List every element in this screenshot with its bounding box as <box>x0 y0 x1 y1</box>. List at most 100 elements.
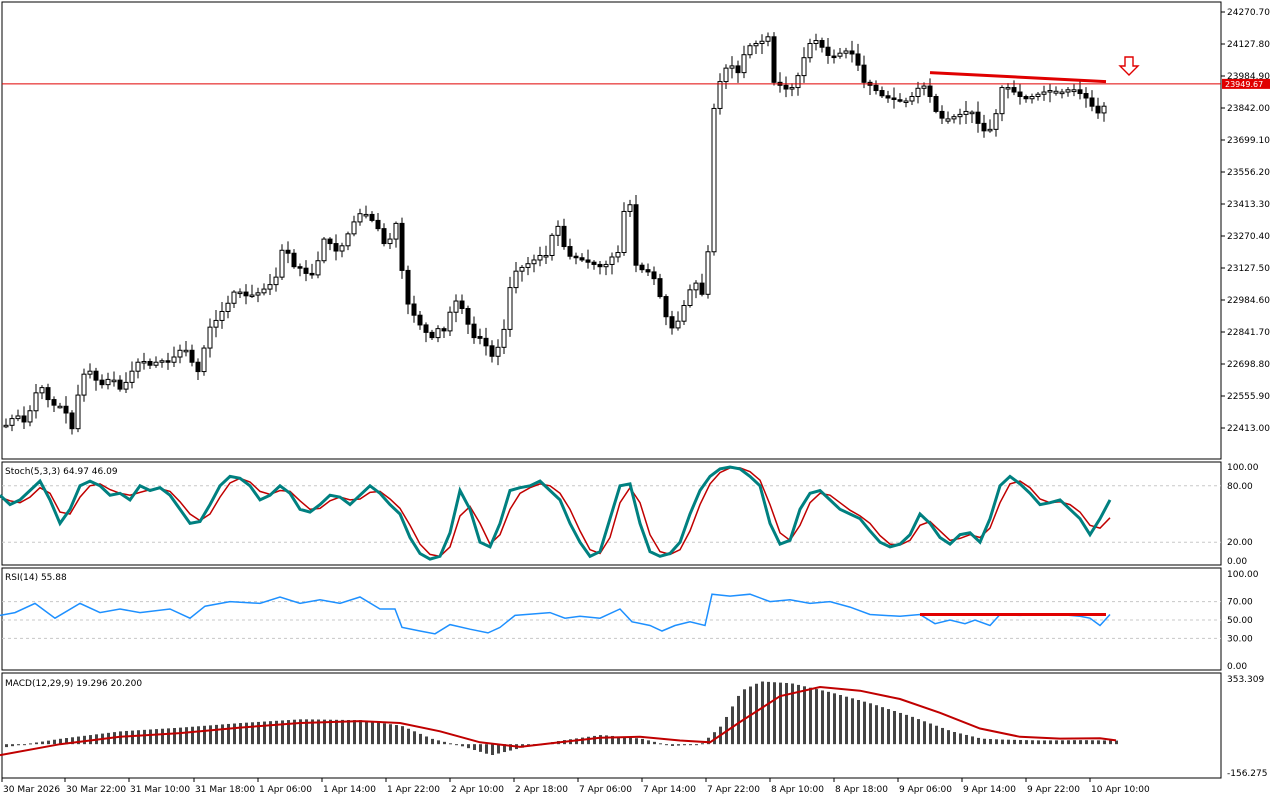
candle <box>723 64 729 89</box>
macd-bar <box>683 744 686 746</box>
candle <box>393 221 399 248</box>
candle-body <box>807 43 813 59</box>
candle <box>39 385 45 400</box>
candle <box>897 93 903 103</box>
candle <box>21 406 27 430</box>
candle <box>909 91 915 105</box>
macd-bar <box>743 689 746 745</box>
candle <box>891 87 897 109</box>
candle <box>1095 97 1101 119</box>
candle-body <box>237 291 243 295</box>
current-price-tag-text: 23949.67 <box>1225 80 1263 89</box>
candle <box>993 109 999 137</box>
macd-bar <box>263 721 266 745</box>
candle-body <box>255 292 261 296</box>
macd-bar <box>1115 740 1118 745</box>
macd-bar <box>191 726 194 745</box>
candle-body <box>33 392 39 412</box>
macd-bar <box>605 735 608 745</box>
candle <box>831 49 837 64</box>
candle-body <box>249 294 255 298</box>
candle-body <box>213 319 219 328</box>
candle <box>411 295 417 323</box>
macd-bar <box>461 744 464 747</box>
candle-body <box>879 90 885 97</box>
candle <box>297 263 303 277</box>
candle <box>711 103 717 256</box>
macd-bar <box>395 725 398 745</box>
candle <box>753 40 759 55</box>
rsi-axis-label: 0.00 <box>1227 662 1247 672</box>
candle <box>969 110 975 124</box>
candle <box>201 345 207 376</box>
macd-bar <box>659 743 662 745</box>
candle <box>681 300 687 325</box>
candle-body <box>225 302 231 312</box>
candle <box>147 358 153 370</box>
candle <box>735 60 741 83</box>
macd-axis-label: -156.275 <box>1227 769 1267 779</box>
candle <box>495 339 501 366</box>
candle <box>789 83 795 97</box>
price-tick-label: 24127.80 <box>1227 40 1270 50</box>
candle-body <box>963 110 969 115</box>
macd-bar <box>467 744 470 749</box>
candle-body <box>639 264 645 271</box>
macd-bar <box>599 735 602 745</box>
time-axis-label: 1 Apr 14:00 <box>323 785 376 795</box>
candle-body <box>831 55 837 59</box>
candle <box>369 211 375 223</box>
candle-body <box>171 356 177 363</box>
candle <box>171 346 177 367</box>
macd-bar <box>251 722 254 745</box>
macd-bar <box>485 744 488 754</box>
candle-body <box>813 40 819 45</box>
candle-body <box>1005 87 1011 90</box>
candle-body <box>363 213 369 217</box>
macd-bar <box>491 744 494 755</box>
macd-bar <box>35 742 38 745</box>
macd-bar <box>995 739 998 745</box>
candle-body <box>573 255 579 259</box>
candle-body <box>543 254 549 258</box>
candle-body <box>675 320 681 329</box>
candle-body <box>939 110 945 119</box>
candle-body <box>129 370 135 383</box>
candle <box>573 252 579 265</box>
candle-body <box>759 40 765 45</box>
macd-bar <box>977 737 980 745</box>
macd-bar <box>317 719 320 745</box>
macd-bar <box>635 738 638 745</box>
candle-body <box>1035 93 1041 98</box>
macd-bar <box>833 693 836 745</box>
candle-body <box>837 52 843 57</box>
candle <box>333 234 339 261</box>
macd-bar <box>821 690 824 745</box>
price-tick-label: 23699.10 <box>1227 136 1270 146</box>
candle <box>1023 94 1029 103</box>
candle <box>1089 90 1095 112</box>
macd-bar <box>941 727 944 745</box>
candle <box>303 260 309 282</box>
candle-body <box>567 246 573 257</box>
candle-body <box>855 53 861 66</box>
candle-body <box>1023 96 1029 100</box>
candle-body <box>507 287 513 330</box>
candle <box>429 329 435 341</box>
candle-body <box>819 40 825 48</box>
candle <box>591 260 597 270</box>
candle <box>1071 84 1077 97</box>
macd-bar <box>401 726 404 745</box>
macd-bar <box>137 730 140 745</box>
candle-body <box>291 252 297 268</box>
candle <box>1047 84 1053 103</box>
candle-body <box>357 213 363 223</box>
candle <box>525 256 531 276</box>
candle-body <box>69 412 75 430</box>
candle-body <box>513 270 519 289</box>
macd-bar <box>1007 739 1010 745</box>
candle-body <box>1011 87 1017 93</box>
candle-body <box>465 307 471 325</box>
macd-bar <box>503 744 506 753</box>
